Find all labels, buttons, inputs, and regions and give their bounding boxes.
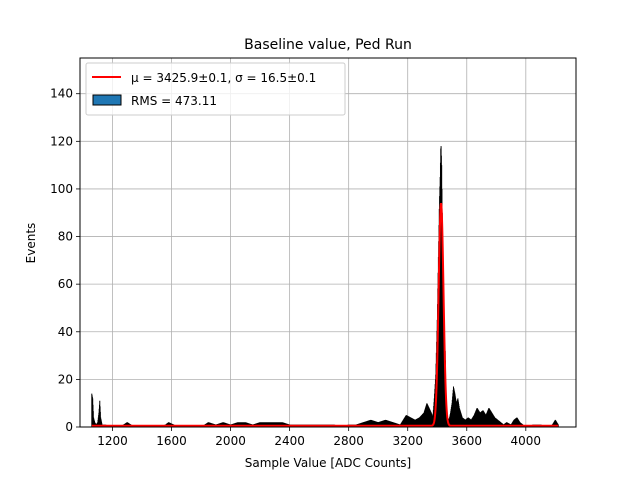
x-tick-label: 2000 <box>215 434 246 448</box>
y-tick-label: 140 <box>50 87 73 101</box>
y-tick-label: 40 <box>58 325 73 339</box>
x-axis-ticks: 1200 1600 2000 2400 2800 3200 3600 4000 <box>97 427 541 448</box>
x-tick-label: 2400 <box>274 434 305 448</box>
plot-data <box>91 146 559 427</box>
plot-frame <box>79 57 577 428</box>
legend-fit-label: μ = 3425.9±0.1, σ = 16.5±0.1 <box>131 71 316 85</box>
y-tick-label: 60 <box>58 277 73 291</box>
legend-box <box>85 62 346 116</box>
x-tick-label: 4000 <box>511 434 542 448</box>
x-tick-label: 1600 <box>156 434 187 448</box>
legend-rms-patch-swatch <box>92 94 122 106</box>
y-axis-label: Events <box>24 223 38 264</box>
y-tick-label: 20 <box>58 372 73 386</box>
chart-title: Baseline value, Ped Run <box>244 37 412 53</box>
x-tick-label: 3600 <box>451 434 482 448</box>
x-axis-label: Sample Value [ADC Counts] <box>245 456 411 470</box>
y-tick-label: 0 <box>65 420 73 434</box>
gaussian-fit-line <box>91 203 559 427</box>
x-tick-label: 2800 <box>333 434 364 448</box>
x-tick-label: 3200 <box>392 434 423 448</box>
legend: μ = 3425.9±0.1, σ = 16.5±0.1 RMS = 473.1… <box>85 62 346 116</box>
y-axis-ticks: 0 20 40 60 80 100 120 140 <box>50 87 80 434</box>
y-tick-label: 120 <box>50 134 73 148</box>
legend-rms-label: RMS = 473.11 <box>131 94 217 108</box>
x-tick-label: 1200 <box>97 434 128 448</box>
y-tick-label: 100 <box>50 182 73 196</box>
y-tick-label: 80 <box>58 230 73 244</box>
